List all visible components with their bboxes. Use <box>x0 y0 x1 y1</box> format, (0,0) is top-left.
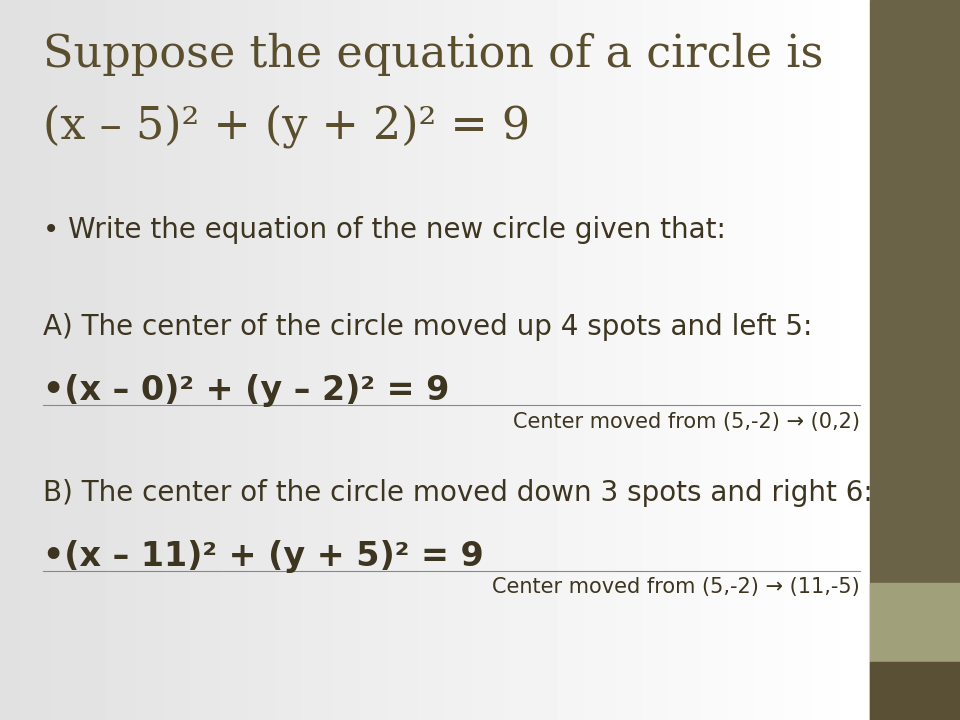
Text: • Write the equation of the new circle given that:: • Write the equation of the new circle g… <box>43 216 726 244</box>
Text: Suppose the equation of a circle is: Suppose the equation of a circle is <box>43 32 824 76</box>
Text: Center moved from (5,-2) → (11,-5): Center moved from (5,-2) → (11,-5) <box>492 577 860 598</box>
Text: •(x – 0)² + (y – 2)² = 9: •(x – 0)² + (y – 2)² = 9 <box>43 374 449 408</box>
Text: A) The center of the circle moved up 4 spots and left 5:: A) The center of the circle moved up 4 s… <box>43 313 812 341</box>
Bar <box>870 0 960 720</box>
Bar <box>870 583 960 662</box>
Bar <box>870 662 960 720</box>
Text: (x – 5)² + (y + 2)² = 9: (x – 5)² + (y + 2)² = 9 <box>43 104 530 148</box>
Text: B) The center of the circle moved down 3 spots and right 6:: B) The center of the circle moved down 3… <box>43 479 873 507</box>
Text: •(x – 11)² + (y + 5)² = 9: •(x – 11)² + (y + 5)² = 9 <box>43 540 484 573</box>
Text: Center moved from (5,-2) → (0,2): Center moved from (5,-2) → (0,2) <box>514 412 860 432</box>
